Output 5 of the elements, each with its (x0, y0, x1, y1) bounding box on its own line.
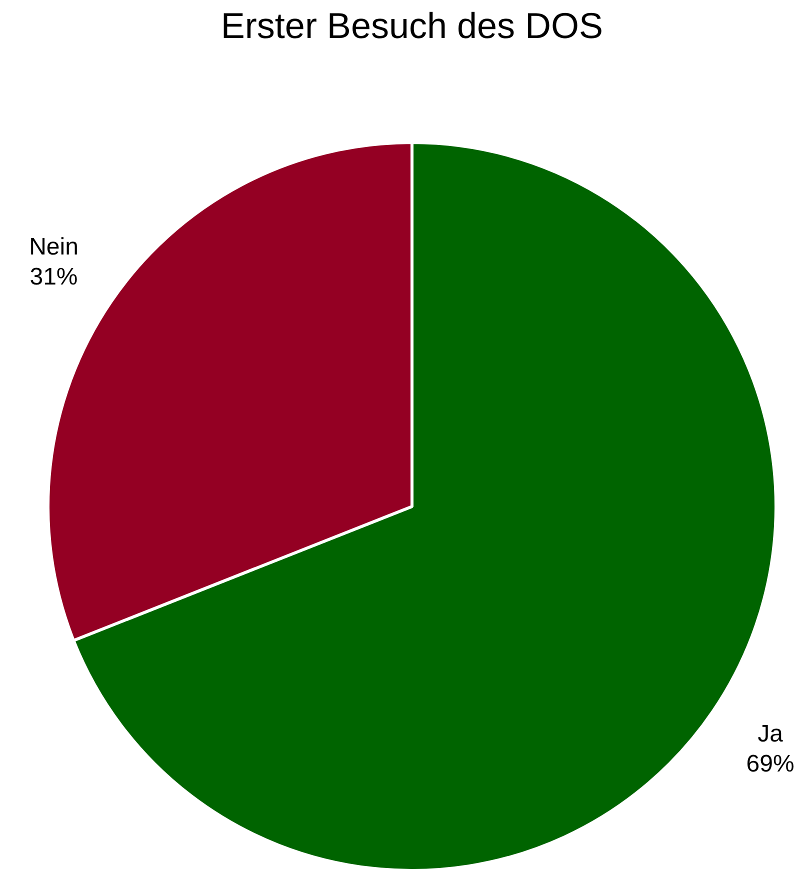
slice-label: Ja (758, 720, 784, 748)
data-label: 31% (30, 264, 78, 291)
slice-label: Nein (29, 234, 78, 261)
chart-title: Erster Besuch des DOS (220, 4, 604, 46)
data-label: 69% (746, 750, 794, 778)
